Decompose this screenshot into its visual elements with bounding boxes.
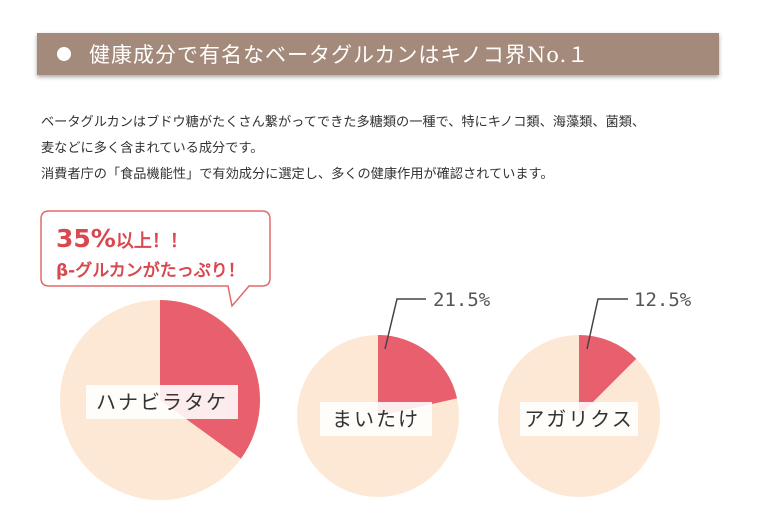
section-header: 健康成分で有名なベータグルカンはキノコ界No.１ <box>37 33 719 75</box>
pie-value-slice <box>579 335 637 416</box>
callout-percent: 35% <box>56 224 116 253</box>
section-title: 健康成分で有名なベータグルカンはキノコ界No.１ <box>89 43 590 67</box>
pie-label-agaricus: アガリクス <box>520 402 638 436</box>
callout-suffix: 以上！！ <box>115 231 188 252</box>
pie-value-slice <box>160 300 260 459</box>
callout-line2: β-グルカンがたっぷり！ <box>56 261 245 281</box>
percent-label-maitake: 21.5% <box>433 289 491 311</box>
description-line: 消費者庁の「食品機能性」で有効成分に選定し、多くの健康作用が確認されています。 <box>41 167 554 182</box>
bullet-icon <box>57 47 71 61</box>
callout-text: 35%以上！！ β-グルカンがたっぷり！ <box>56 224 245 285</box>
leader-line-agaricus <box>586 298 628 350</box>
percent-label-agaricus: 12.5% <box>634 289 692 311</box>
description-line: 麦などに多く含まれている成分です。 <box>41 141 264 156</box>
pie-value-slice <box>378 335 458 416</box>
callout-bubble <box>40 210 271 308</box>
description-line: ベータグルカンはブドウ糖がたくさん繋がってできた多糖類の一種で、特にキノコ類、海… <box>41 115 646 130</box>
leader-line-maitake <box>384 298 426 350</box>
pie-label-maitake: まいたけ <box>320 402 432 436</box>
pie-label-hanabiratake: ハナビラタケ <box>86 385 238 419</box>
description: ベータグルカンはブドウ糖がたくさん繋がってできた多糖類の一種で、特にキノコ類、海… <box>41 110 731 188</box>
